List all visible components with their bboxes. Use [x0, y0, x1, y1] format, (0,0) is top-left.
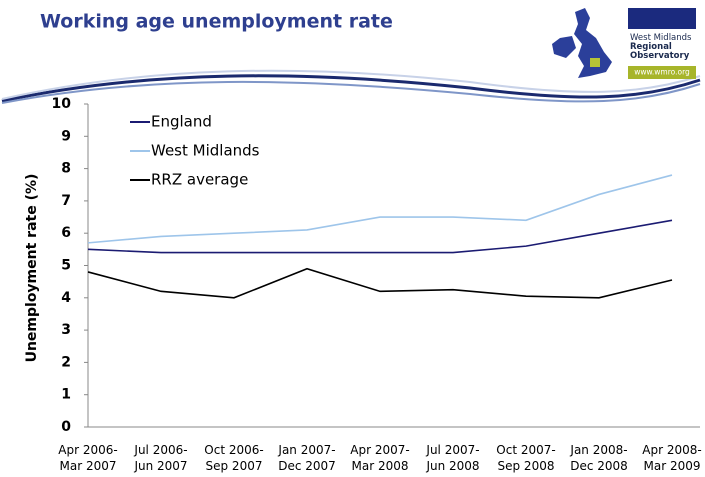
x-tick-label: Oct 2007- Sep 2008 [496, 443, 555, 473]
logo-line: Observatory [630, 51, 690, 61]
logo-line: West Midlands [630, 33, 692, 43]
x-tick-label-line: Sep 2007 [206, 459, 263, 473]
x-tick-label: Oct 2006- Sep 2007 [204, 443, 263, 473]
series-line [87, 267, 673, 299]
x-tick-label-line: Mar 2007 [60, 459, 117, 473]
logo: West Midlands Regional Observatory www.wmr… [628, 8, 696, 79]
y-tick-label: 3 [61, 322, 71, 338]
x-tick-label: Jan 2007- Dec 2007 [277, 443, 335, 473]
x-tick-label-line: Jul 2006- [133, 443, 187, 457]
logo-url: www.wmro.org [634, 68, 690, 77]
x-tick-label-line: Sep 2008 [498, 459, 555, 473]
y-tick-label: 5 [61, 258, 71, 274]
y-axis-label: Unemployment rate (%) [24, 174, 40, 363]
y-tick-label: 4 [61, 290, 71, 306]
x-tick-label: Jul 2007- Jun 2008 [425, 443, 479, 473]
x-tick-label-line: Mar 2008 [352, 459, 409, 473]
x-tick-label-line: Apr 2007- [350, 443, 409, 457]
x-tick-label-line: Mar 2009 [644, 459, 701, 473]
x-tick-label-line: Oct 2007- [496, 443, 555, 457]
x-tick-label-line: Dec 2008 [570, 459, 628, 473]
x-tick-label-line: Apr 2008- [642, 443, 701, 457]
y-tick-label: 8 [61, 161, 71, 177]
x-tick-label: Apr 2008- Mar 2009 [642, 443, 701, 473]
x-tick-label: Apr 2007- Mar 2008 [350, 443, 409, 473]
x-tick-label-line: Dec 2007 [278, 459, 336, 473]
logo-line: Regional [630, 42, 672, 52]
legend-label: West Midlands [151, 142, 260, 160]
y-tick-label: 6 [61, 225, 71, 241]
x-tick-label-line: Jan 2007- [277, 443, 335, 457]
x-tick-label-line: Apr 2006- [58, 443, 117, 457]
x-tick-label: Jul 2006- Jun 2007 [133, 443, 187, 473]
x-tick-label: Apr 2006- Mar 2007 [58, 443, 117, 473]
decorative-swoosh [1, 69, 701, 104]
y-tick-label: 10 [52, 96, 72, 112]
x-tick-label-line: Oct 2006- [204, 443, 263, 457]
x-tick-label-line: Jul 2007- [425, 443, 479, 457]
series-line [87, 219, 673, 254]
x-tick-label-line: Jan 2008- [569, 443, 627, 457]
legend-label: England [151, 113, 212, 131]
legend-label: RRZ average [151, 171, 248, 189]
y-tick-label: 1 [61, 387, 71, 403]
y-tick-label: 7 [61, 193, 71, 209]
x-tick-label-line: Jun 2007 [133, 459, 187, 473]
uk-map-icon [552, 8, 612, 78]
x-tick-label: Jan 2008- Dec 2008 [569, 443, 627, 473]
x-tick-label-line: Jun 2008 [425, 459, 479, 473]
y-tick-label: 2 [61, 354, 71, 370]
series-line [87, 174, 673, 244]
y-tick-label: 0 [61, 419, 71, 435]
y-tick-label: 9 [61, 128, 71, 144]
slide-title: Working age unemployment rate [40, 11, 393, 33]
